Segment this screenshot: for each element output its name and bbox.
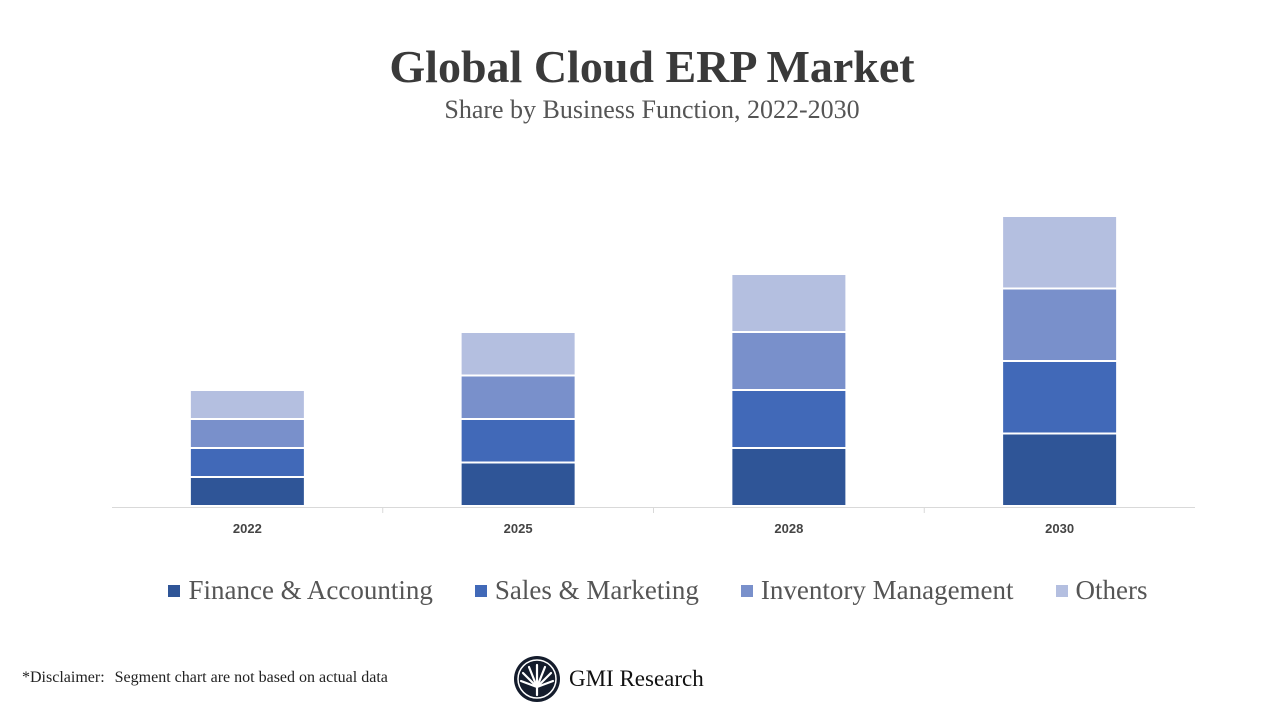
x-tick-label: 2030 (1045, 521, 1074, 536)
legend-swatch (740, 584, 753, 597)
legend-swatch (474, 584, 487, 597)
bar-segment-2022-2 (190, 420, 304, 447)
bar-segment-2025-2 (461, 376, 575, 418)
bar-segment-2028-1 (732, 391, 846, 447)
legend-swatch (1055, 584, 1068, 597)
x-tick-label: 2025 (504, 521, 533, 536)
bar-segment-2022-1 (190, 449, 304, 476)
bar-segment-2025-3 (461, 333, 575, 375)
disclaimer: *Disclaimer: Segment chart are not based … (22, 669, 388, 687)
legend-label: Finance & Accounting (188, 575, 433, 605)
bar-segment-2025-0 (461, 463, 575, 505)
legend-swatch (168, 584, 181, 597)
brand-name: GMI Research (569, 666, 704, 691)
bar-segment-2028-0 (732, 449, 846, 505)
bar-segment-2025-1 (461, 420, 575, 462)
legend: Finance & Accounting Sales & Marketing Inv… (0, 575, 1280, 606)
chart-title: Global Cloud ERP Market (389, 41, 915, 92)
x-tick-label: 2028 (774, 521, 803, 536)
disclaimer-text: Segment chart are not based on actual da… (114, 669, 388, 686)
legend-label: Inventory Management (760, 575, 1014, 605)
bar-segment-2030-3 (1003, 217, 1117, 288)
legend-item: Inventory Management (740, 575, 1014, 606)
legend-label: Sales & Marketing (494, 575, 699, 605)
fan-logo-icon (514, 656, 560, 702)
bar-segment-2028-2 (732, 333, 846, 389)
legend-label: Others (1075, 575, 1148, 605)
bar-segment-2028-3 (732, 275, 846, 331)
legend-item: Others (1055, 575, 1148, 606)
bar-segment-2030-2 (1003, 289, 1117, 360)
bar-segment-2030-1 (1003, 362, 1117, 433)
legend-item: Finance & Accounting (168, 575, 433, 606)
bar-segment-2030-0 (1003, 434, 1117, 505)
disclaimer-label: *Disclaimer: (22, 669, 105, 686)
brand-logo: GMI Research (513, 655, 704, 703)
bar-segment-2022-3 (190, 391, 304, 418)
chart-subtitle: Share by Business Function, 2022-2030 (444, 95, 860, 124)
x-tick-label: 2022 (233, 521, 262, 536)
bar-segment-2022-0 (190, 478, 304, 505)
legend-item: Sales & Marketing (474, 575, 699, 606)
